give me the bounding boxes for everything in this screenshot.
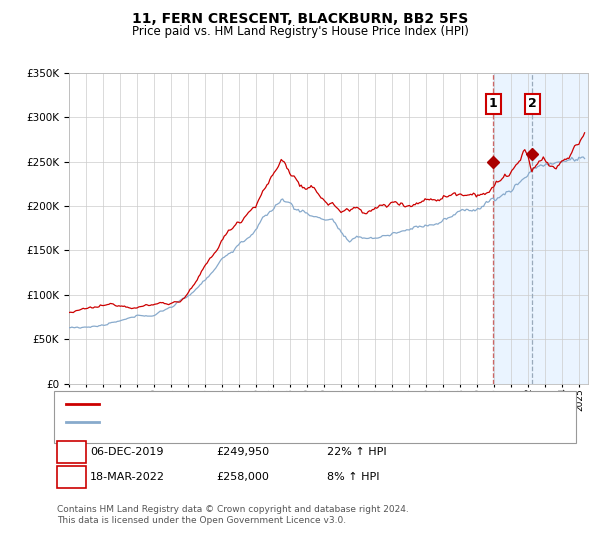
Text: 1: 1 [67,445,76,459]
Text: 1: 1 [488,97,497,110]
Text: £258,000: £258,000 [216,472,269,482]
Text: 11, FERN CRESCENT, BLACKBURN, BB2 5FS (detached house): 11, FERN CRESCENT, BLACKBURN, BB2 5FS (d… [106,400,427,410]
Text: 2: 2 [67,470,76,484]
Text: 22% ↑ HPI: 22% ↑ HPI [327,447,386,457]
Text: 11, FERN CRESCENT, BLACKBURN, BB2 5FS: 11, FERN CRESCENT, BLACKBURN, BB2 5FS [132,12,468,26]
Text: £249,950: £249,950 [216,447,269,457]
Text: 8% ↑ HPI: 8% ↑ HPI [327,472,380,482]
Text: 18-MAR-2022: 18-MAR-2022 [90,472,165,482]
Text: HPI: Average price, detached house, Blackburn with Darwen: HPI: Average price, detached house, Blac… [106,419,421,429]
Text: 2: 2 [527,97,536,110]
Bar [493,73,588,384]
Text: Contains HM Land Registry data © Crown copyright and database right 2024.
This d: Contains HM Land Registry data © Crown c… [57,505,409,525]
Text: 06-DEC-2019: 06-DEC-2019 [90,447,163,457]
Text: Price paid vs. HM Land Registry's House Price Index (HPI): Price paid vs. HM Land Registry's House … [131,25,469,38]
